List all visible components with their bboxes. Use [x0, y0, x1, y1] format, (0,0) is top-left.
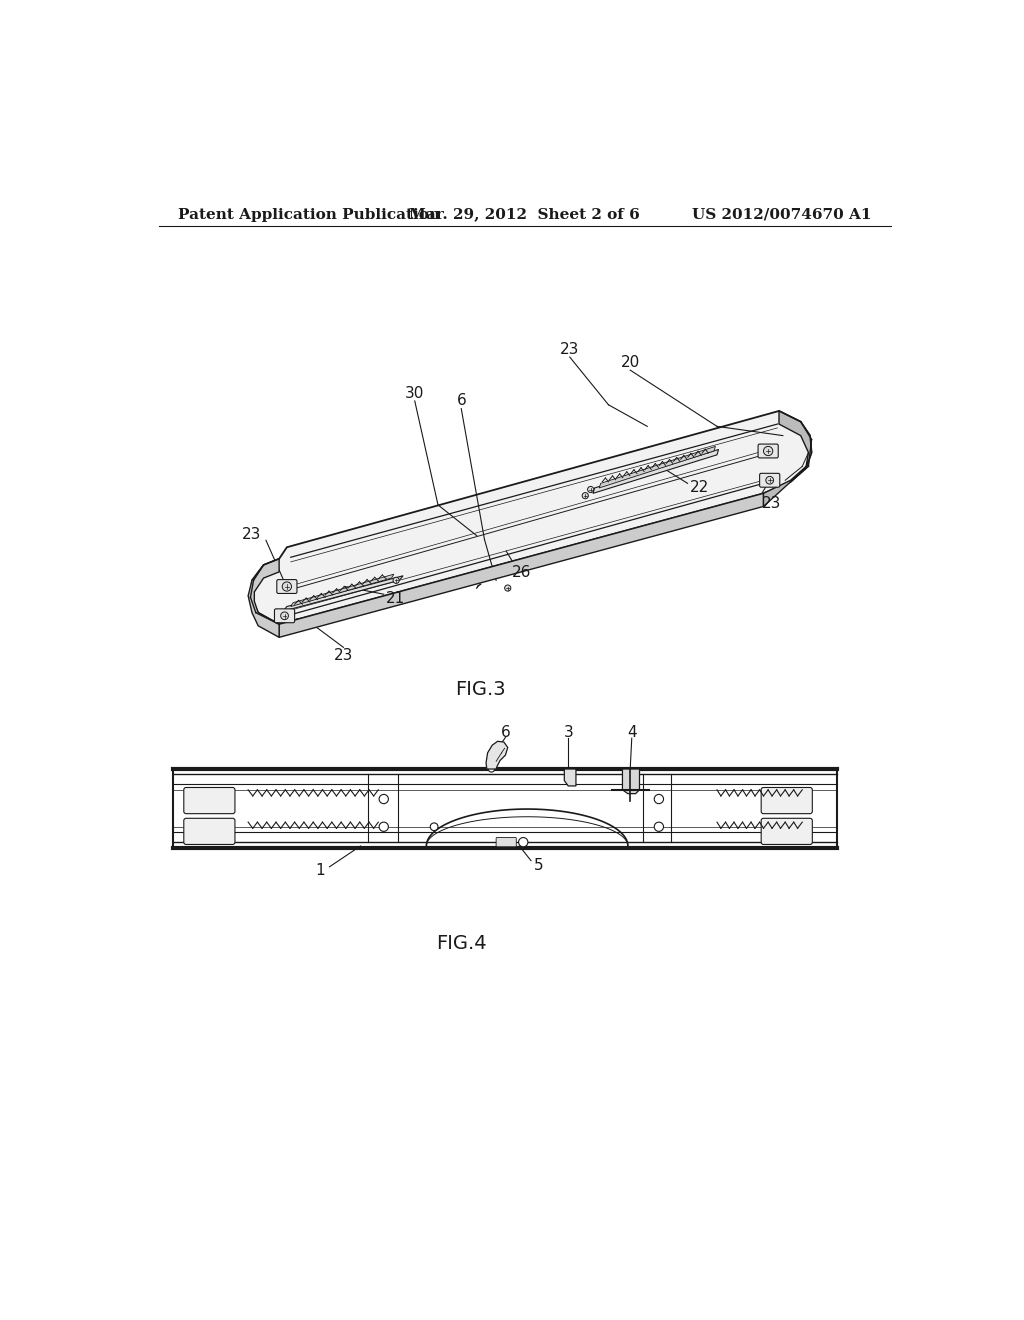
FancyBboxPatch shape — [274, 609, 295, 623]
Text: 22: 22 — [690, 480, 710, 495]
Text: 20: 20 — [621, 355, 640, 370]
Text: 4: 4 — [627, 725, 637, 739]
Polygon shape — [764, 411, 812, 507]
FancyBboxPatch shape — [183, 788, 234, 813]
Text: 1: 1 — [315, 863, 325, 878]
Text: FIG.3: FIG.3 — [456, 680, 506, 700]
FancyBboxPatch shape — [758, 444, 778, 458]
Polygon shape — [623, 770, 640, 793]
Text: 26: 26 — [512, 565, 531, 581]
Text: Patent Application Publication: Patent Application Publication — [178, 207, 440, 222]
Text: 3: 3 — [563, 725, 573, 739]
FancyBboxPatch shape — [761, 788, 812, 813]
Polygon shape — [283, 576, 403, 611]
FancyBboxPatch shape — [183, 818, 234, 845]
Circle shape — [488, 766, 495, 772]
Polygon shape — [248, 558, 280, 638]
Polygon shape — [291, 574, 394, 607]
Circle shape — [379, 822, 388, 832]
Circle shape — [588, 486, 594, 492]
Circle shape — [583, 492, 589, 499]
Circle shape — [654, 822, 664, 832]
FancyBboxPatch shape — [496, 838, 516, 847]
Polygon shape — [564, 770, 575, 785]
Text: FIG.4: FIG.4 — [436, 935, 486, 953]
Circle shape — [281, 612, 289, 619]
Polygon shape — [280, 494, 764, 638]
Polygon shape — [486, 742, 508, 770]
Text: 23: 23 — [334, 648, 353, 663]
Circle shape — [764, 446, 773, 455]
Circle shape — [505, 585, 511, 591]
Circle shape — [518, 837, 528, 847]
FancyBboxPatch shape — [761, 818, 812, 845]
Text: US 2012/0074670 A1: US 2012/0074670 A1 — [692, 207, 872, 222]
Text: 21: 21 — [386, 591, 406, 606]
Text: 30: 30 — [406, 385, 424, 401]
Text: 6: 6 — [501, 725, 510, 739]
Circle shape — [393, 577, 399, 583]
Text: 23: 23 — [762, 496, 781, 511]
Polygon shape — [599, 446, 716, 488]
Circle shape — [283, 582, 292, 591]
Circle shape — [766, 477, 773, 484]
Polygon shape — [593, 449, 719, 494]
Circle shape — [430, 822, 438, 830]
Polygon shape — [251, 411, 812, 624]
Text: 6: 6 — [457, 393, 466, 408]
Text: 5: 5 — [534, 858, 544, 873]
Circle shape — [654, 795, 664, 804]
Text: Mar. 29, 2012  Sheet 2 of 6: Mar. 29, 2012 Sheet 2 of 6 — [410, 207, 640, 222]
FancyBboxPatch shape — [760, 474, 779, 487]
Text: 23: 23 — [243, 527, 262, 541]
FancyBboxPatch shape — [276, 579, 297, 594]
Circle shape — [379, 795, 388, 804]
Text: 23: 23 — [560, 342, 580, 356]
